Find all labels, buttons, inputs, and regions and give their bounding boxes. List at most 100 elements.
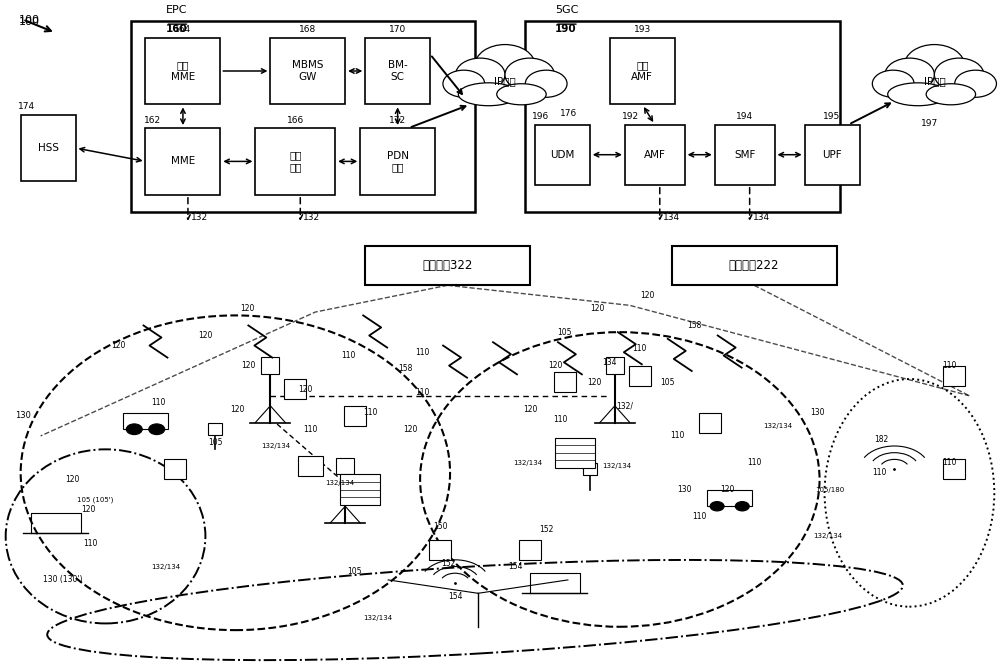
Bar [284,379,306,399]
Text: EPC: EPC [165,5,187,15]
FancyBboxPatch shape [805,125,860,185]
Bar [261,357,279,374]
Text: HSS: HSS [38,143,59,153]
Text: 120: 120 [641,291,655,300]
Ellipse shape [955,70,996,97]
Text: BM-
SC: BM- SC [388,60,408,82]
Text: 132: 132 [191,213,208,221]
Bar [123,413,168,429]
Ellipse shape [456,58,505,91]
Ellipse shape [475,44,535,87]
Text: UDM: UDM [550,150,575,160]
Text: 176: 176 [560,109,577,118]
Text: 164: 164 [174,25,192,34]
Bar [629,366,651,386]
Bar [336,458,354,474]
Text: UPF: UPF [822,150,842,160]
Text: 其他
AMF: 其他 AMF [631,60,653,82]
Text: PDN
网关: PDN 网关 [387,150,409,172]
Text: 174: 174 [18,102,35,111]
Text: 132/134: 132/134 [813,533,842,539]
Text: 120: 120 [81,505,96,514]
Ellipse shape [885,58,934,91]
Ellipse shape [497,84,546,105]
FancyBboxPatch shape [365,246,530,285]
Text: 110: 110 [151,398,166,407]
FancyBboxPatch shape [715,125,775,185]
Ellipse shape [904,44,965,87]
Text: 160: 160 [165,24,187,34]
Bar [344,406,366,426]
Text: 132/134: 132/134 [602,463,631,469]
Text: 110: 110 [747,458,762,467]
FancyBboxPatch shape [625,125,685,185]
Bar [943,366,965,386]
Bar [298,456,323,476]
Text: 110: 110 [83,539,98,548]
Ellipse shape [872,70,914,97]
Text: 120: 120 [230,405,245,413]
Text: 194: 194 [736,112,753,121]
FancyBboxPatch shape [145,38,220,105]
Text: 130 (130'): 130 (130') [43,576,82,584]
Text: 110: 110 [415,388,429,397]
Text: 其他
MME: 其他 MME [171,60,195,82]
Text: 130: 130 [810,408,825,417]
Ellipse shape [934,58,984,91]
Text: 110: 110 [303,425,317,433]
Text: 通信组件322: 通信组件322 [422,260,473,272]
Text: 100: 100 [19,17,40,28]
Ellipse shape [458,83,519,106]
Text: 132/134: 132/134 [326,480,355,486]
Text: 195: 195 [823,112,841,121]
Text: 120: 120 [403,425,417,433]
FancyBboxPatch shape [672,246,837,285]
FancyBboxPatch shape [360,128,435,195]
Text: 5GC: 5GC [555,5,578,15]
Text: 105: 105 [661,378,675,387]
Text: 120: 120 [240,304,255,313]
Text: 132/: 132/ [616,401,633,410]
Bar [340,474,380,505]
Circle shape [735,501,749,511]
Text: 120: 120 [198,331,213,340]
Text: 110: 110 [693,512,707,521]
Text: 158: 158 [398,364,412,374]
Text: MME: MME [171,156,195,166]
Text: 196: 196 [532,112,549,121]
FancyBboxPatch shape [365,38,430,105]
Text: 105: 105 [558,327,572,337]
Text: MBMS
GW: MBMS GW [292,60,324,82]
Bar [164,460,186,480]
Text: 166: 166 [287,115,304,125]
FancyBboxPatch shape [255,128,335,195]
Text: 182: 182 [874,435,889,444]
Text: 197: 197 [921,119,938,128]
Text: SMF: SMF [734,150,755,160]
Text: 132/134: 132/134 [261,443,290,449]
Text: 154: 154 [508,562,522,571]
Text: 服务
网关: 服务 网关 [289,150,302,172]
Text: 134: 134 [663,213,680,221]
Text: 132/134: 132/134 [151,564,180,570]
Text: 105 (105'): 105 (105') [77,497,114,503]
Circle shape [126,424,142,435]
FancyBboxPatch shape [21,115,76,181]
Text: 120: 120 [65,475,80,484]
Bar [208,423,222,435]
Text: 170: 170 [389,25,406,34]
Text: 130: 130 [15,411,31,420]
Text: 120: 120 [523,405,537,413]
Text: 168: 168 [299,25,316,34]
Text: 152: 152 [539,525,553,534]
Text: 120: 120 [298,384,312,394]
Text: 120: 120 [241,361,256,370]
Bar [943,460,965,480]
Bar [583,464,597,476]
Text: 110: 110 [341,351,355,360]
Text: 172: 172 [389,115,406,125]
FancyBboxPatch shape [131,21,475,211]
FancyBboxPatch shape [535,125,590,185]
Text: 192: 192 [622,112,639,121]
Text: 134: 134 [753,213,770,221]
